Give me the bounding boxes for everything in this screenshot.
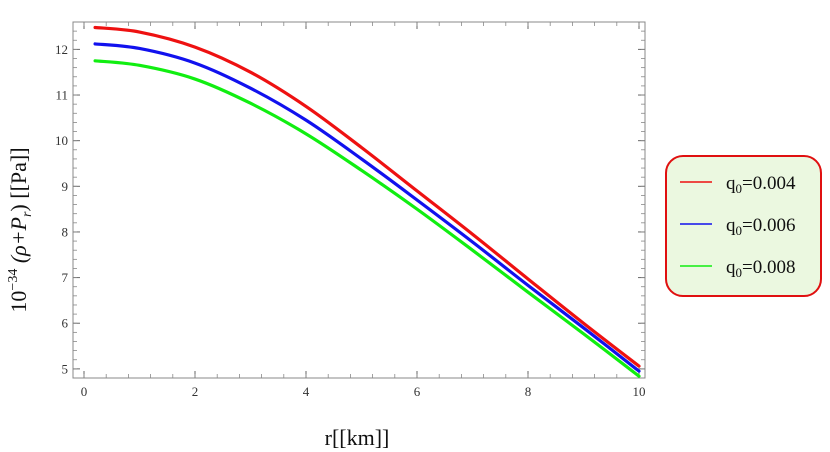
x-tick-label: 0: [81, 384, 88, 399]
series-line-1: [93, 25, 641, 368]
x-tick-label: 2: [192, 384, 199, 399]
x-tick-label: 4: [303, 384, 310, 399]
y-tick-label: 11: [55, 88, 68, 103]
y-axis-title-main: (ρ+P: [6, 217, 31, 269]
x-axis-title: r[[km]]: [325, 425, 390, 450]
y-axis-title-exponent: −34: [6, 269, 21, 291]
x-tick-label: 8: [525, 384, 532, 399]
legend-box: [665, 155, 822, 297]
x-tick-label: 6: [414, 384, 421, 399]
plot-area: 0 2 4 6 8 10 5 6 7 8 9 10 11 12: [55, 21, 646, 399]
y-axis-title-prefix: 10: [6, 291, 31, 313]
y-tick-label: 10: [55, 133, 68, 148]
legend-label-2: q0=0.006: [726, 215, 795, 238]
y-tick-label: 12: [55, 42, 68, 57]
y-axis-title: 10−34 (ρ+Pr) [[Pa]]: [6, 147, 35, 312]
legend: q0=0.004 q0=0.006 q0=0.008: [665, 155, 822, 297]
y-tick-label: 6: [62, 316, 69, 331]
series-line-3: [93, 59, 641, 378]
y-axis-title-suffix: ) [[Pa]]: [6, 147, 31, 211]
y-tick-label: 8: [62, 224, 69, 239]
legend-label-3: q0=0.008: [726, 257, 795, 280]
y-tick-label: 9: [62, 179, 69, 194]
y-tick-label: 5: [62, 361, 69, 376]
y-tick-label: 7: [62, 270, 69, 285]
legend-label-1: q0=0.004: [726, 173, 796, 196]
series-line-2: [93, 42, 641, 373]
y-axis-title-subscript: r: [20, 211, 35, 217]
plot-frame: [72, 21, 646, 379]
x-tick-label: 10: [633, 384, 646, 399]
